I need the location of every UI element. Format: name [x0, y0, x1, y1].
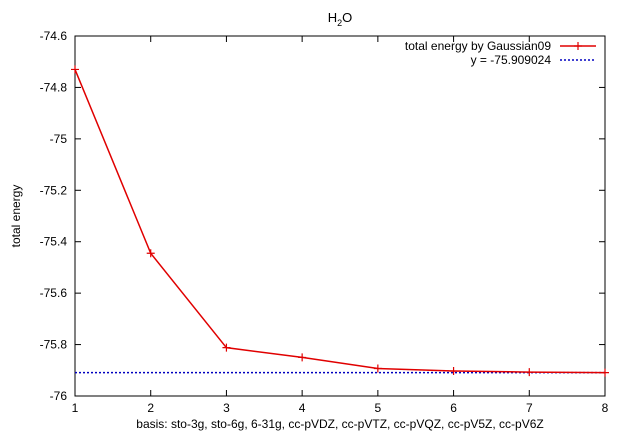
legend-label-gaussian: total energy by Gaussian09: [405, 39, 551, 53]
x-tick-label: 4: [299, 401, 306, 415]
data-point: [449, 367, 458, 376]
legend: total energy by Gaussian09 y = -75.90902…: [405, 39, 596, 67]
x-axis-label: basis: sto-3g, sto-6g, 6-31g, cc-pVDZ, c…: [136, 417, 543, 431]
chart-title-subscript: 2: [337, 18, 342, 28]
data-point: [71, 65, 79, 74]
chart-title-tail: O: [342, 10, 352, 25]
series-line-gaussian: [74, 69, 606, 374]
y-tick-label: -76: [50, 389, 68, 403]
data-point: [298, 353, 307, 362]
x-tick-label: 8: [602, 401, 609, 415]
x-tick-label: 1: [72, 401, 79, 415]
data-point: [146, 249, 155, 258]
y-tick-label: -75.2: [40, 183, 68, 197]
plot-area: [74, 35, 606, 397]
y-tick-label: -74.8: [40, 80, 68, 94]
y-axis: -76 -75.8 -75.6 -75.4 -75.2 -75 -74.8 -74.6: [40, 29, 605, 403]
data-point: [222, 343, 231, 352]
chart-title-main: H: [328, 10, 337, 25]
x-tick-label: 6: [450, 401, 457, 415]
y-tick-label: -75.4: [40, 235, 68, 249]
legend-label-reference: y = -75.909024: [471, 53, 552, 67]
y-axis-label: total energy: [9, 185, 23, 248]
x-tick-label: 3: [223, 401, 230, 415]
series-layer: [71, 65, 609, 377]
x-tick-label: 7: [526, 401, 533, 415]
data-point: [373, 364, 382, 373]
x-tick-label: 2: [147, 401, 154, 415]
y-tick-label: -75: [50, 132, 68, 146]
y-tick-label: -75.6: [40, 286, 68, 300]
data-point: [601, 368, 609, 377]
x-tick-label: 5: [375, 401, 382, 415]
legend-marker-gaussian: [574, 42, 582, 50]
chart-title: H2O: [328, 10, 353, 28]
x-axis: 1 2 3 4 5 6 7 8: [72, 36, 609, 415]
y-tick-label: -75.8: [40, 338, 68, 352]
data-point: [525, 368, 534, 377]
y-tick-label: -74.6: [40, 29, 68, 43]
